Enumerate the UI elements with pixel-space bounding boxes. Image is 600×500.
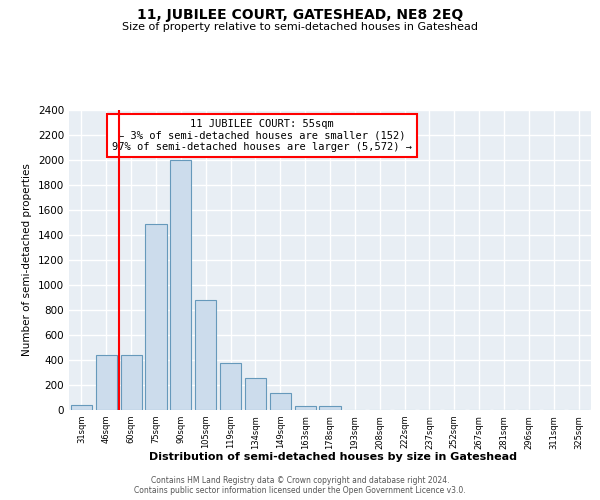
Y-axis label: Number of semi-detached properties: Number of semi-detached properties <box>22 164 32 356</box>
Text: 11, JUBILEE COURT, GATESHEAD, NE8 2EQ: 11, JUBILEE COURT, GATESHEAD, NE8 2EQ <box>137 8 463 22</box>
Text: Size of property relative to semi-detached houses in Gateshead: Size of property relative to semi-detach… <box>122 22 478 32</box>
Bar <box>145 224 167 410</box>
Bar <box>319 406 341 410</box>
Text: Contains HM Land Registry data © Crown copyright and database right 2024.: Contains HM Land Registry data © Crown c… <box>151 476 449 485</box>
Bar <box>121 355 142 410</box>
Text: 11 JUBILEE COURT: 55sqm
← 3% of semi-detached houses are smaller (152)
97% of se: 11 JUBILEE COURT: 55sqm ← 3% of semi-det… <box>112 119 412 152</box>
Bar <box>270 393 291 410</box>
Bar <box>170 160 191 410</box>
Bar <box>220 363 241 410</box>
Bar <box>96 355 117 410</box>
Text: Contains public sector information licensed under the Open Government Licence v3: Contains public sector information licen… <box>134 486 466 495</box>
Text: Distribution of semi-detached houses by size in Gateshead: Distribution of semi-detached houses by … <box>149 452 517 462</box>
Bar <box>295 406 316 410</box>
Bar <box>71 405 92 410</box>
Bar <box>195 300 216 410</box>
Bar <box>245 378 266 410</box>
